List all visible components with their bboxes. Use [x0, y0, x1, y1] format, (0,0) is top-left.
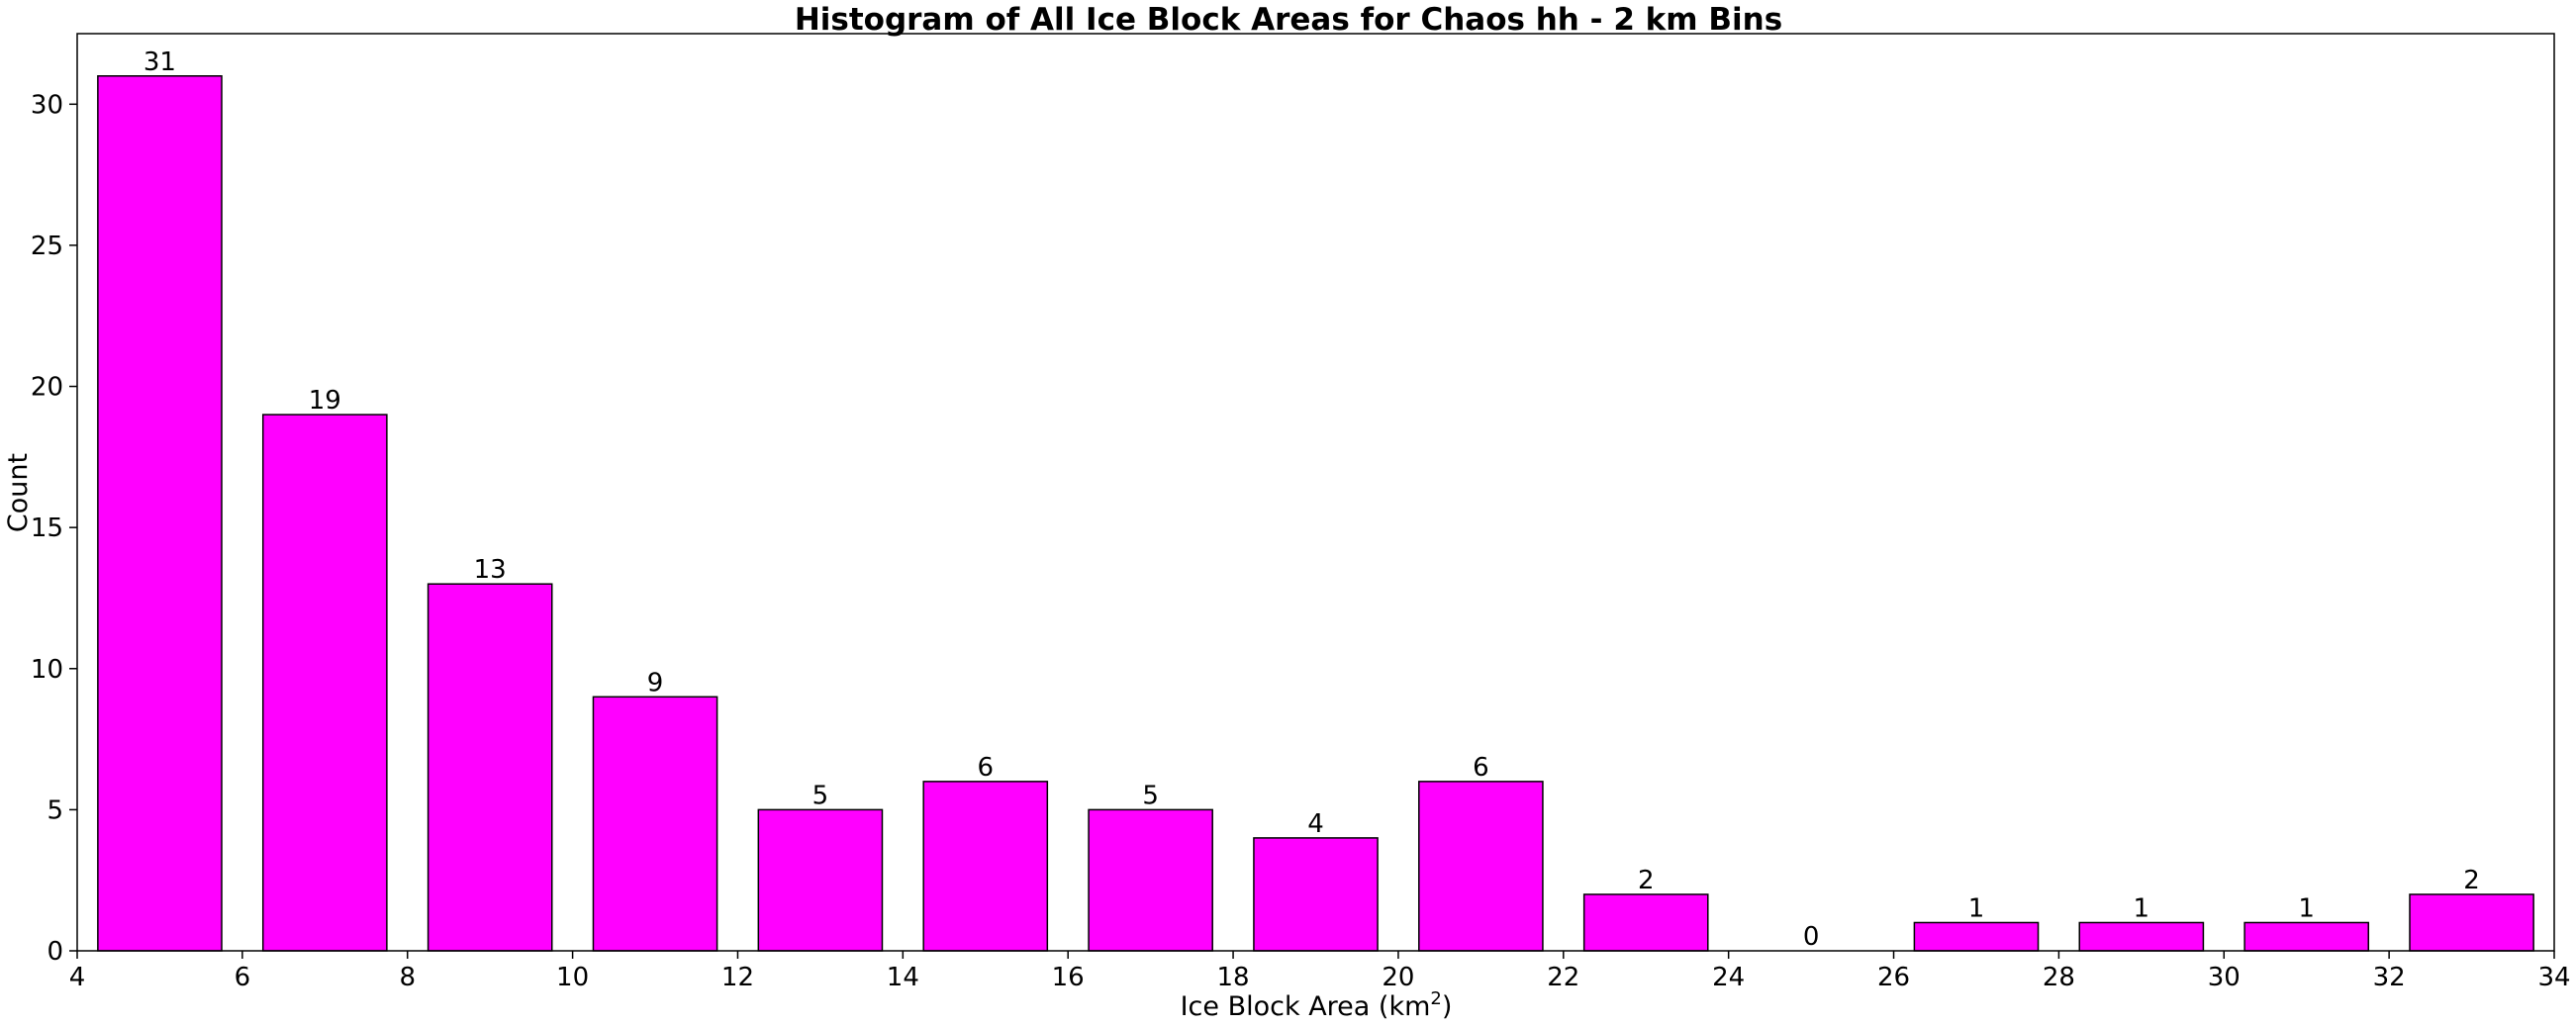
bar	[2078, 921, 2205, 952]
bar-value-label: 9	[647, 668, 664, 698]
y-axis-ticks: 0 5 10 15 20 25 30	[31, 90, 77, 967]
bar	[1253, 837, 1379, 952]
y-tick-label: 5	[47, 795, 63, 825]
bar	[1913, 921, 2040, 952]
x-axis-title-superscript: 2	[1430, 988, 1441, 1009]
bar	[922, 781, 1049, 952]
bar	[592, 696, 718, 952]
x-tick-label: 22	[1547, 963, 1579, 992]
y-tick-label: 20	[31, 373, 63, 403]
bar-value-label: 0	[1803, 922, 1820, 952]
bar	[97, 75, 223, 952]
x-axis-title-close: )	[1442, 991, 1453, 1022]
x-axis-title-main: Ice Block Area (km	[1181, 991, 1431, 1022]
bar-value-label: 5	[1142, 781, 1159, 810]
x-tick-label: 6	[235, 963, 251, 992]
bar	[1582, 893, 1709, 952]
y-tick-label: 10	[31, 655, 63, 685]
y-tick-label: 15	[31, 514, 63, 543]
bar	[261, 414, 388, 952]
y-tick-label: 25	[31, 232, 63, 261]
plot-frame	[76, 33, 2555, 952]
x-tick-label: 4	[69, 963, 86, 992]
bar	[1088, 808, 1213, 952]
x-tick-label: 14	[887, 963, 919, 992]
bar-labels-group: 31 19 13 9 5 6 5 4 6 2 0 1 1 1 2	[143, 47, 2480, 952]
bar-value-label: 31	[143, 47, 176, 77]
bar-value-label: 1	[2298, 893, 2315, 923]
bar-value-label: 4	[1307, 809, 1324, 839]
x-tick-label: 18	[1217, 963, 1250, 992]
bar-value-label: 6	[1473, 753, 1489, 783]
x-tick-label: 16	[1052, 963, 1085, 992]
bar-value-label: 13	[474, 555, 507, 585]
bar	[2409, 893, 2534, 952]
y-axis-title: Count	[3, 453, 34, 532]
bar	[757, 808, 884, 952]
x-tick-label: 12	[721, 963, 754, 992]
x-tick-label: 32	[2373, 963, 2406, 992]
x-tick-label: 20	[1382, 963, 1414, 992]
bar-value-label: 6	[977, 753, 994, 783]
y-tick-label: 30	[31, 90, 63, 120]
bar	[1418, 781, 1544, 952]
x-tick-label: 28	[2043, 963, 2075, 992]
x-tick-label: 26	[1877, 963, 1910, 992]
bar-value-label: 1	[1968, 893, 1985, 923]
x-tick-label: 10	[556, 963, 589, 992]
chart-title: Histogram of All Ice Block Areas for Cha…	[795, 2, 1782, 38]
bar	[427, 583, 553, 952]
x-tick-label: 8	[399, 963, 416, 992]
bars-group	[97, 75, 2534, 952]
bar-value-label: 1	[2134, 893, 2150, 923]
bar-value-label: 5	[812, 781, 829, 810]
y-tick-label: 0	[47, 937, 63, 967]
x-axis-title: Ice Block Area (km2)	[1181, 988, 1453, 1022]
x-tick-label: 24	[1712, 963, 1745, 992]
bar-value-label: 2	[2463, 866, 2480, 895]
x-tick-label: 34	[2537, 963, 2570, 992]
bar	[2243, 921, 2370, 952]
bar-value-label: 2	[1638, 866, 1655, 895]
x-tick-label: 30	[2208, 963, 2241, 992]
x-axis-ticks: 4 6 8 10 12 14 16 18 20 22 24 26 28 30 32 34	[69, 951, 2571, 992]
bar-value-label: 19	[309, 386, 341, 416]
